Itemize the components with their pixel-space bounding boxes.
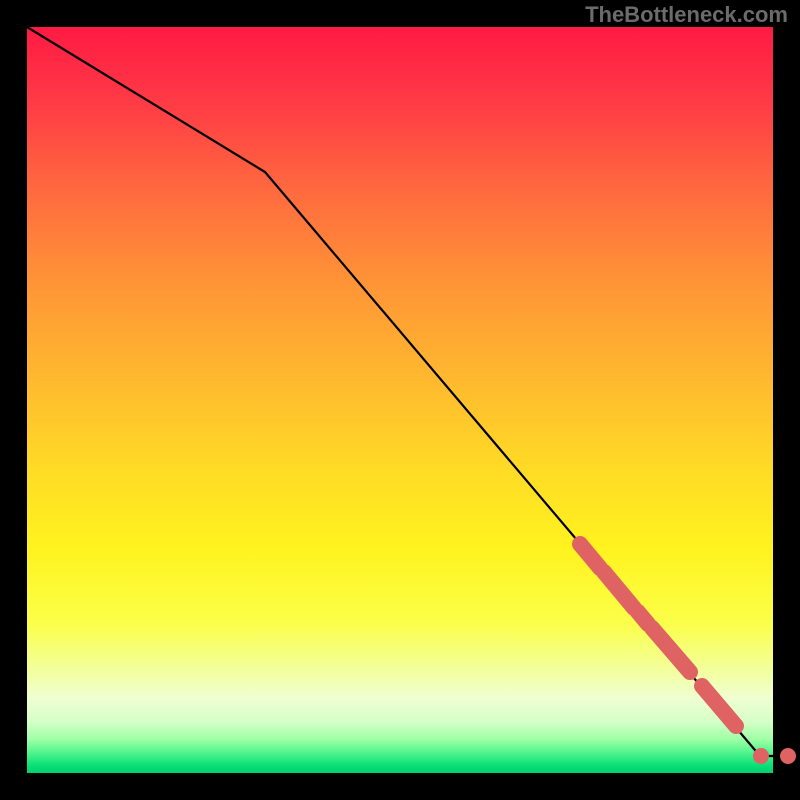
watermark-text: TheBottleneck.com xyxy=(585,2,788,28)
marker-dot xyxy=(780,748,796,764)
chart-svg xyxy=(0,0,800,800)
gradient-plot-area xyxy=(27,27,773,773)
chart-canvas: TheBottleneck.com xyxy=(0,0,800,800)
marker-dot xyxy=(753,748,769,764)
